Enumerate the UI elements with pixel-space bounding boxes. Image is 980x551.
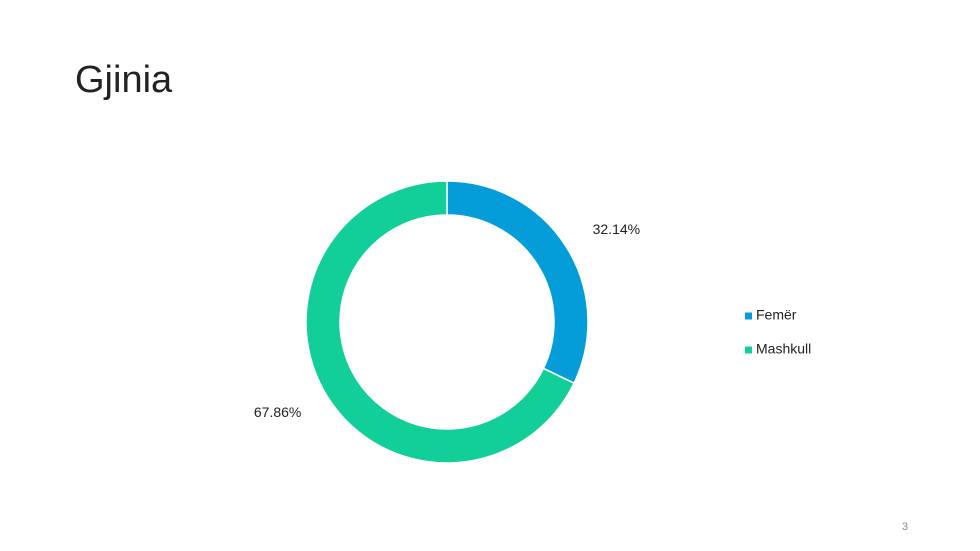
legend-label: Femër	[756, 307, 797, 323]
donut-segment	[446, 180, 589, 385]
legend-swatch	[745, 312, 752, 320]
legend-swatch	[745, 346, 752, 354]
legend-label: Mashkull	[756, 341, 811, 357]
donut-segment	[305, 180, 576, 464]
chart-title: Gjinia	[75, 59, 173, 101]
slide-number: 3	[902, 521, 908, 533]
data-label: 67.86%	[254, 404, 301, 420]
data-label: 32.14%	[593, 221, 640, 237]
